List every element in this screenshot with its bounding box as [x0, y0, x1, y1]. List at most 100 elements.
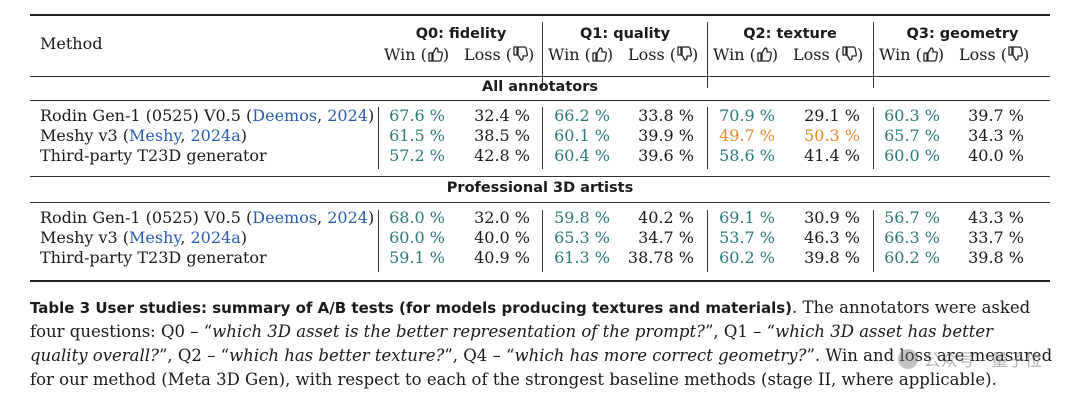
- section-rule: [30, 176, 1050, 177]
- win-value: 60.4 %: [554, 146, 610, 165]
- method-name: Third-party T23D generator: [40, 146, 267, 165]
- loss-value: 40.0 %: [968, 146, 1024, 165]
- thumbs-down-icon: [513, 46, 529, 61]
- win-value: 53.7 %: [719, 228, 775, 247]
- thumbs-down-icon: [1008, 46, 1024, 61]
- loss-value: 34.7 %: [638, 228, 694, 247]
- loss-value: 42.8 %: [474, 146, 530, 165]
- win-value: 57.2 %: [389, 146, 445, 165]
- win-value: 49.7 %: [719, 126, 775, 145]
- loss-value: 39.8 %: [804, 248, 860, 267]
- citation-year-link[interactable]: 2024: [327, 208, 368, 227]
- citation-link[interactable]: Deemos: [252, 106, 318, 125]
- method-name: Meshy v3 (Meshy, 2024a): [40, 126, 248, 145]
- win-value: 60.0 %: [389, 228, 445, 247]
- loss-label: Loss: [793, 45, 830, 64]
- loss-value: 39.9 %: [638, 126, 694, 145]
- win-label: Win: [713, 45, 745, 64]
- loss-subheader: Loss (): [464, 45, 535, 64]
- win-value: 67.6 %: [389, 106, 445, 125]
- win-value: 65.3 %: [554, 228, 610, 247]
- citation-year-link[interactable]: 2024a: [190, 228, 241, 247]
- wechat-icon: [897, 348, 918, 369]
- win-value: 66.3 %: [884, 228, 940, 247]
- col-separator: [542, 22, 543, 88]
- citation-link[interactable]: Meshy: [129, 126, 181, 145]
- win-value: 56.7 %: [884, 208, 940, 227]
- win-value: 65.7 %: [884, 126, 940, 145]
- col-separator: [707, 107, 708, 169]
- caption-text: ”, Q4 – “: [444, 346, 515, 365]
- loss-label: Loss: [959, 45, 996, 64]
- win-value: 61.3 %: [554, 248, 610, 267]
- group-header-q3: Q3: geometry: [906, 26, 1019, 42]
- loss-value: 43.3 %: [968, 208, 1024, 227]
- method-name: Third-party T23D generator: [40, 248, 267, 267]
- caption-text: ”. Win and loss are measured for our met…: [30, 346, 1053, 389]
- method-name: Rodin Gen-1 (0525) V0.5 (Deemos, 2024): [40, 208, 375, 227]
- section-title-all: All annotators: [482, 79, 598, 95]
- loss-value: 34.3 %: [968, 126, 1024, 145]
- col-separator: [378, 210, 379, 272]
- win-subheader: Win (): [713, 45, 779, 64]
- win-value: 60.3 %: [884, 106, 940, 125]
- thumbs-down-icon: [677, 46, 693, 61]
- loss-value: 41.4 %: [804, 146, 860, 165]
- win-value: 59.1 %: [389, 248, 445, 267]
- win-value: 60.2 %: [884, 248, 940, 267]
- loss-value: 40.9 %: [474, 248, 530, 267]
- thumbs-up-icon: [428, 47, 443, 62]
- win-subheader: Win (): [548, 45, 614, 64]
- thumbs-down-icon: [842, 46, 858, 61]
- loss-value: 40.0 %: [474, 228, 530, 247]
- caption-label: Table 3 User studies: summary of A/B tes…: [30, 299, 793, 317]
- citation-year-link[interactable]: 2024a: [190, 126, 241, 145]
- caption-q4: which has more correct geometry?: [514, 346, 807, 365]
- loss-value: 38.5 %: [474, 126, 530, 145]
- col-separator: [873, 107, 874, 169]
- citation-link[interactable]: Deemos: [252, 208, 318, 227]
- loss-value: 32.4 %: [474, 106, 530, 125]
- col-separator: [542, 107, 543, 169]
- citation-year-link[interactable]: 2024: [327, 106, 368, 125]
- section-title-pro: Professional 3D artists: [446, 180, 634, 196]
- group-header-q2: Q2: texture: [743, 26, 837, 42]
- thumbs-up-icon: [592, 47, 607, 62]
- loss-value: 46.3 %: [804, 228, 860, 247]
- win-value: 58.6 %: [719, 146, 775, 165]
- win-value: 60.2 %: [719, 248, 775, 267]
- col-separator: [707, 22, 708, 88]
- win-value: 61.5 %: [389, 126, 445, 145]
- loss-label: Loss: [628, 45, 665, 64]
- loss-subheader: Loss (): [628, 45, 699, 64]
- win-subheader: Win (): [879, 45, 945, 64]
- group-header-q0: Q0: fidelity: [415, 26, 507, 42]
- loss-value: 39.7 %: [968, 106, 1024, 125]
- method-name: Meshy v3 (Meshy, 2024a): [40, 228, 248, 247]
- loss-label: Loss: [464, 45, 501, 64]
- section-rule: [30, 202, 1050, 203]
- citation-link[interactable]: Meshy: [129, 228, 181, 247]
- col-separator: [873, 210, 874, 272]
- col-separator: [707, 210, 708, 272]
- top-rule: [30, 14, 1050, 16]
- loss-value: 29.1 %: [804, 106, 860, 125]
- loss-value: 32.0 %: [474, 208, 530, 227]
- win-label: Win: [384, 45, 416, 64]
- col-separator: [378, 107, 379, 169]
- loss-value: 33.7 %: [968, 228, 1024, 247]
- loss-value: 33.8 %: [638, 106, 694, 125]
- loss-subheader: Loss (): [959, 45, 1030, 64]
- win-value: 66.2 %: [554, 106, 610, 125]
- caption-text: . The annotators were asked four questio…: [30, 298, 1031, 341]
- bottom-rule: [30, 280, 1050, 282]
- group-header-q1: Q1: quality: [579, 26, 671, 42]
- win-label: Win: [879, 45, 911, 64]
- header-rule: [30, 76, 1050, 77]
- loss-value: 38.78 %: [627, 248, 694, 267]
- win-value: 60.0 %: [884, 146, 940, 165]
- method-header: Method: [40, 34, 103, 53]
- caption-q1: which 3D asset has better quality overal…: [30, 322, 994, 365]
- watermark: 公众号 · 量子位: [897, 346, 1042, 371]
- loss-value: 39.8 %: [968, 248, 1024, 267]
